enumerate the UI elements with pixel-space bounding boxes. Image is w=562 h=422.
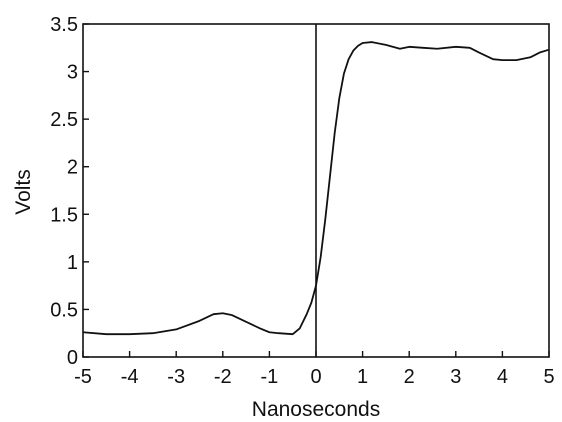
- y-tick-label: 3.5: [50, 14, 78, 36]
- x-tick-label: 3: [450, 366, 461, 388]
- y-tick-label: 0: [67, 347, 78, 369]
- y-tick-label: 2: [67, 157, 78, 179]
- x-tick-label: -1: [261, 366, 279, 388]
- y-tick-label: 1: [67, 252, 78, 274]
- x-tick-label: 5: [543, 366, 554, 388]
- y-ticks: 0 0.5 1 1.5 2 2.5 3 3.5: [50, 14, 89, 369]
- series-line: [82, 41, 550, 336]
- x-tick-label: -4: [121, 366, 139, 388]
- y-axis-title: Volts: [12, 169, 35, 215]
- x-axis-title: Nanoseconds: [252, 398, 380, 421]
- x-tick-label: 2: [404, 366, 415, 388]
- y-tick-label: 0.5: [50, 299, 78, 321]
- x-ticks: -5 -4 -3 -2 -1 0 1 2 3 4 5: [74, 351, 555, 388]
- y-tick-label: 3: [67, 62, 78, 84]
- y-tick-label: 1.5: [50, 204, 78, 226]
- y-tick-label: 2.5: [50, 109, 78, 131]
- x-tick-label: 0: [310, 366, 321, 388]
- x-tick-label: -3: [167, 366, 185, 388]
- x-tick-label: 4: [497, 366, 508, 388]
- x-tick-label: 1: [357, 366, 368, 388]
- x-tick-label: -5: [74, 366, 92, 388]
- x-tick-label: -2: [214, 366, 232, 388]
